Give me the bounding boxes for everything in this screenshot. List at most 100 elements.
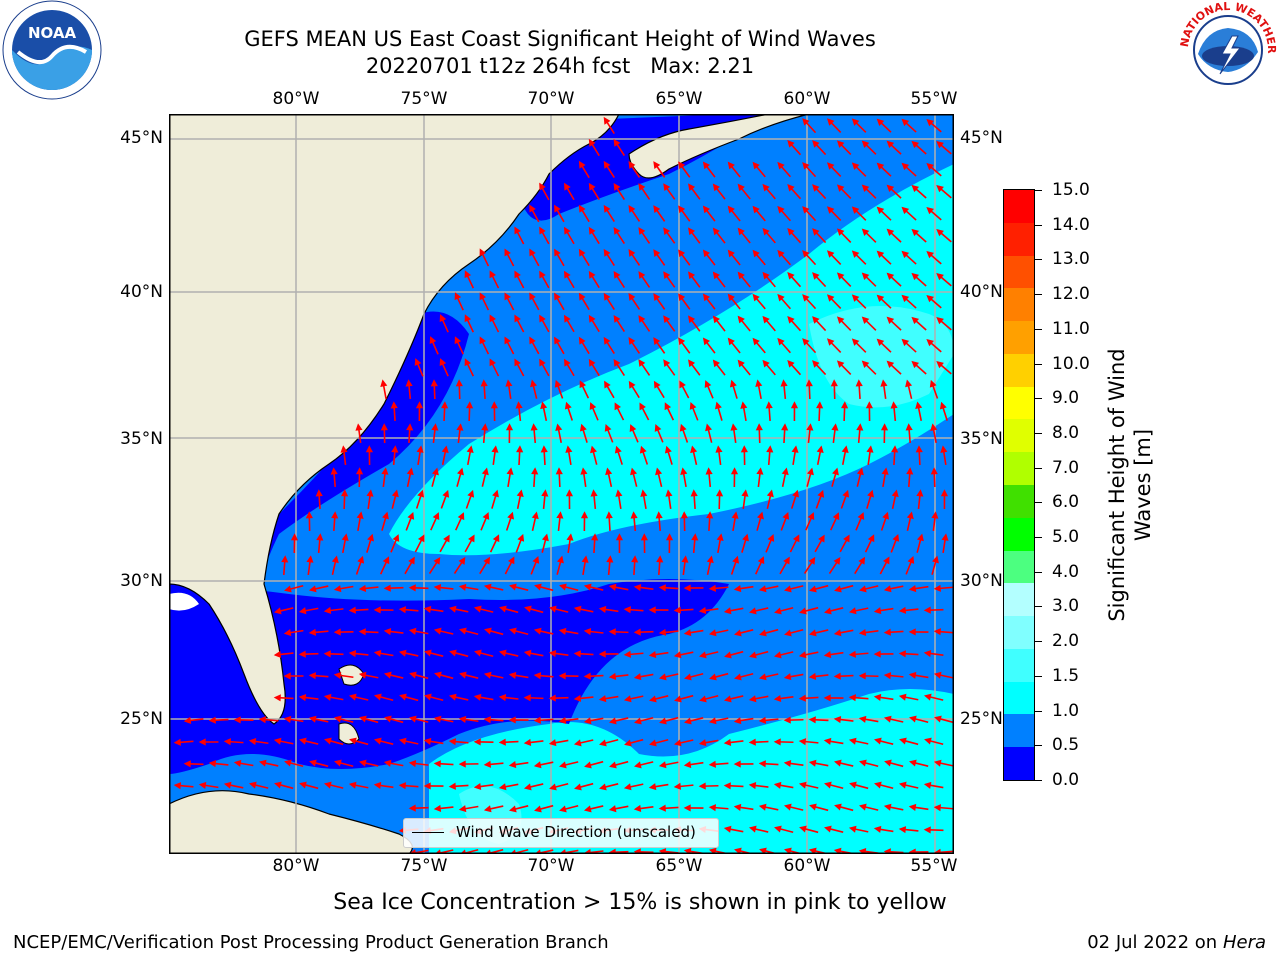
wave-direction-arrowhead	[906, 467, 914, 475]
land-north-america	[169, 114, 620, 725]
wave-direction-arrowhead	[382, 556, 390, 565]
wave-direction-arrowhead	[774, 825, 782, 833]
wave-direction-arrowhead	[554, 336, 561, 345]
wave-direction-arrowhead	[333, 671, 342, 680]
wave-direction-arrowhead	[391, 489, 399, 498]
wave-direction-arrowhead	[798, 651, 807, 659]
wave-direction-arrowhead	[762, 271, 770, 280]
wave-direction-arrowhead	[688, 359, 696, 368]
colorbar-tick-label: 4.0	[1052, 561, 1080, 582]
wave-direction-arrowhead	[431, 467, 439, 476]
wave-direction-arrowhead	[349, 737, 357, 745]
wave-direction-arrowhead	[355, 423, 363, 431]
wave-direction-arrowhead	[911, 360, 920, 369]
wave-direction-arrowhead	[298, 693, 307, 702]
wave-direction-arrowhead	[529, 204, 536, 213]
wave-direction-arrowhead	[458, 805, 467, 813]
wave-direction-arrowhead	[898, 826, 907, 834]
wave-direction-arrowhead	[939, 401, 947, 410]
wave-direction-arrowhead	[504, 248, 511, 257]
wave-direction-arrowhead	[691, 533, 699, 541]
wave-direction-arrowhead	[566, 533, 574, 541]
wave-direction-arrowhead	[381, 467, 389, 475]
wave-direction-arrowhead	[578, 336, 586, 345]
wave-direction-arrowhead	[808, 629, 817, 637]
wave-direction-arrowhead	[383, 671, 392, 679]
colorbar-tick-label: 1.5	[1052, 665, 1080, 686]
wave-direction-arrowhead	[876, 206, 885, 215]
wave-direction-arrowhead	[934, 715, 942, 723]
wave-direction-arrowhead	[859, 759, 867, 767]
wave-direction-arrowhead	[833, 672, 841, 680]
colorbar-tick-label: 13.0	[1052, 249, 1090, 270]
wave-direction-arrowhead	[690, 445, 698, 454]
wave-direction-arrowhead	[555, 423, 563, 432]
wave-direction-arrowhead	[649, 695, 657, 703]
wave-direction-arrowhead	[274, 781, 282, 789]
wave-direction-arrowhead	[674, 695, 682, 703]
wave-direction-arrowhead	[724, 651, 732, 659]
wave-direction-arrowhead	[901, 118, 910, 127]
wave-direction-arrowhead	[540, 445, 548, 453]
wave-direction-arrowhead	[783, 673, 792, 681]
wave-direction-arrowhead	[588, 226, 596, 235]
colorbar-tick-label: 14.0	[1052, 214, 1090, 235]
wave-direction-arrowhead	[574, 783, 582, 791]
wave-direction-arrowhead	[498, 649, 507, 657]
wave-direction-arrowhead	[449, 649, 457, 657]
colorbar-tick-mark	[1035, 190, 1042, 191]
wave-direction-arrowhead	[374, 737, 382, 745]
wave-direction-arrowhead	[848, 650, 857, 658]
wave-direction-arrowhead	[384, 715, 392, 723]
wave-direction-arrowhead	[483, 716, 491, 724]
wave-direction-arrowhead	[578, 248, 586, 257]
wave-direction-arrowhead	[678, 205, 686, 214]
wave-direction-arrowhead	[330, 467, 338, 475]
wave-direction-arrowhead	[673, 739, 682, 747]
wave-direction-arrowhead	[858, 628, 867, 637]
wave-direction-arrowhead	[408, 627, 417, 635]
wave-direction-arrowhead	[876, 250, 885, 259]
wave-direction-arrowhead	[901, 206, 910, 215]
wave-direction-arrowhead	[298, 650, 306, 658]
wave-direction-arrowhead	[208, 760, 217, 768]
lon-label-bottom-55w: 55°W	[910, 856, 958, 876]
wave-direction-arrowhead	[605, 467, 613, 476]
wave-direction-arrowhead	[699, 695, 707, 703]
wave-direction-arrowhead	[876, 162, 885, 171]
wave-direction-arrowhead	[588, 138, 596, 147]
wave-direction-arrowhead	[702, 337, 711, 346]
wave-direction-arrowhead	[623, 695, 632, 703]
colorbar-tick-label: 1.0	[1052, 700, 1080, 721]
wave-direction-arrowhead	[514, 314, 521, 323]
colorbar-tick-mark	[1035, 641, 1042, 643]
wave-direction-arrowhead	[849, 781, 857, 789]
noaa-logo: NOAA	[0, 0, 104, 104]
wave-direction-arrowhead	[533, 672, 542, 680]
wave-direction-arrowhead	[706, 555, 714, 564]
wave-direction-arrowhead	[578, 160, 586, 169]
wave-direction-arrowhead	[541, 489, 549, 497]
wave-direction-arrowhead	[623, 606, 632, 614]
wave-direction-arrowhead	[826, 118, 835, 126]
wave-direction-arrowhead	[603, 292, 611, 301]
colorbar-segment	[1004, 714, 1034, 748]
wave-direction-arrowhead	[649, 739, 657, 747]
lat-label-right-35n: 35°N	[960, 429, 1003, 449]
wave-direction-arrowhead	[802, 206, 810, 214]
land-nova-scotia	[628, 114, 810, 179]
wave-direction-arrowhead	[598, 605, 607, 613]
wave-direction-arrowhead	[923, 826, 931, 834]
wave-direction-arrowhead	[509, 805, 517, 813]
wave-direction-arrowhead	[752, 337, 760, 346]
wave-direction-arrowhead	[861, 184, 870, 192]
wave-direction-arrowhead	[408, 556, 415, 565]
wave-direction-arrowhead	[802, 294, 810, 302]
wave-direction-arrowhead	[466, 445, 474, 453]
wave-direction-arrowhead	[273, 607, 282, 615]
wave-direction-arrowhead	[308, 585, 317, 593]
wave-direction-arrowhead	[358, 628, 366, 636]
wave-direction-arrowhead	[898, 606, 907, 614]
wave-direction-arrowhead	[573, 739, 582, 747]
wave-direction-arrowhead	[628, 337, 636, 345]
